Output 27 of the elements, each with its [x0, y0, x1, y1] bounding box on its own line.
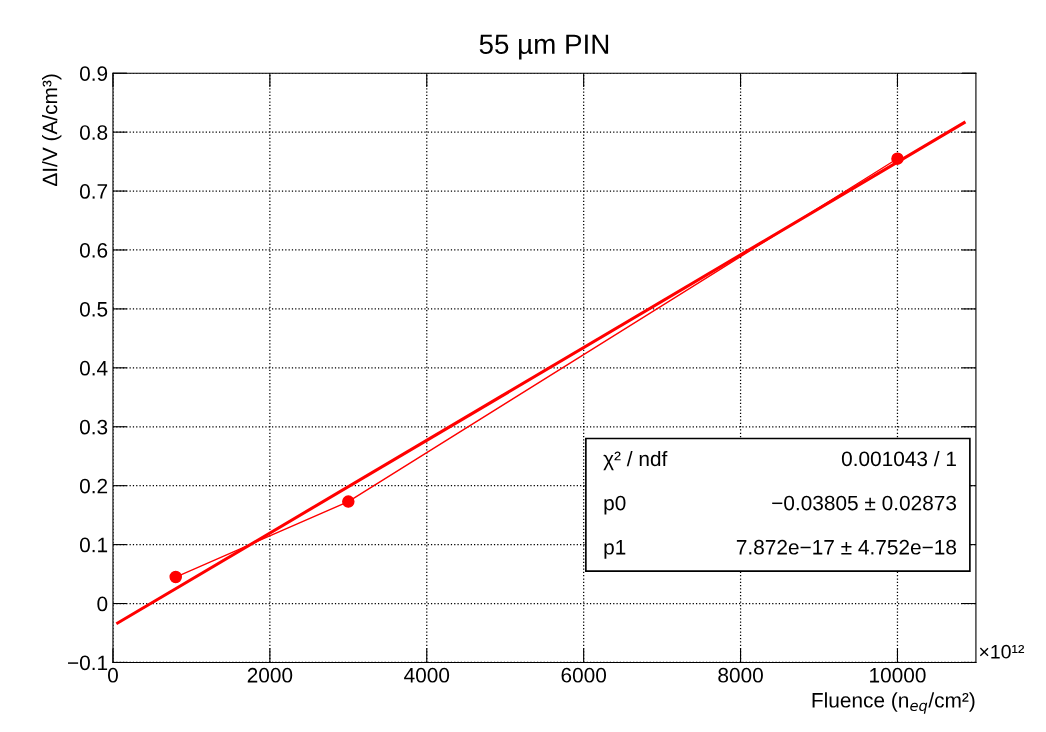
annotation: χ² / ndf: [603, 450, 668, 471]
y-tick-label: 0.8: [79, 125, 108, 140]
y-tick-label: 0.1: [79, 537, 108, 553]
chart-title: 55 µm PIN: [479, 34, 609, 60]
y-tick-label: 0.7: [79, 184, 108, 199]
y-axis-title: ΔI/V (A/cm³): [42, 74, 62, 187]
y-tick-label: 0.4: [79, 360, 108, 376]
annotation: 7.872e−17 ± 4.752e−18: [736, 539, 957, 555]
y-tick-label: 0.2: [79, 478, 108, 494]
annotation: p1: [604, 540, 626, 559]
x-axis-title: Fluence (n$_{eq}$/cm²): [812, 692, 975, 714]
y-tick-label: −0.1: [68, 655, 108, 671]
y-tick-label: 0.6: [79, 242, 108, 258]
y-tick-label: 0.3: [79, 419, 108, 435]
x-tick-label: 6000: [561, 667, 607, 683]
x-tick-label: 4000: [404, 667, 450, 683]
x-tick-label: 0: [107, 667, 118, 683]
x-tick-label: 2000: [247, 667, 293, 683]
y-tick-label: 0.9: [79, 66, 108, 81]
x-tick-label: 10000: [870, 667, 926, 683]
x-tick-label: 8000: [718, 667, 763, 683]
annotation: −0.03805 ± 0.02873: [772, 495, 957, 511]
y-tick-label: 0.5: [79, 301, 108, 317]
annotation: 0.001043 / 1: [841, 450, 956, 467]
annotation: p0: [604, 495, 626, 515]
text: ×10¹²: [979, 644, 1025, 659]
y-tick-label: 0: [97, 596, 108, 612]
